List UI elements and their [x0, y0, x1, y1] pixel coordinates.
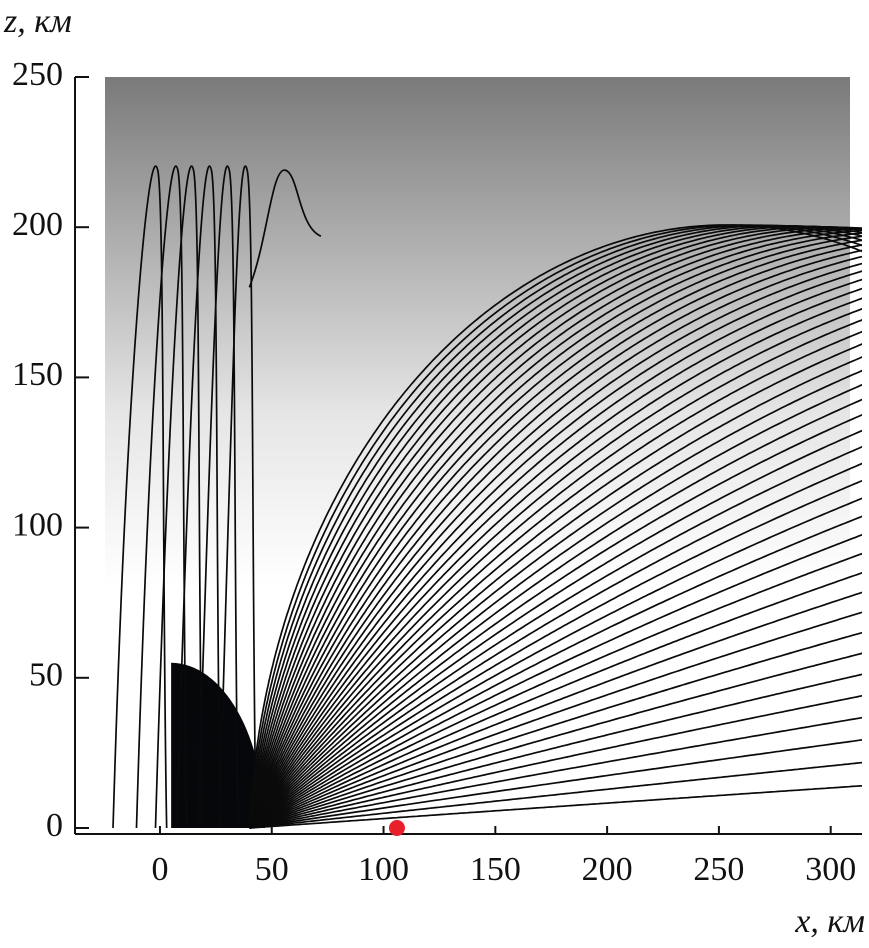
ray [248, 270, 862, 829]
ray [248, 249, 862, 829]
x-tick-label: 200 [582, 851, 633, 888]
ray [249, 716, 862, 829]
ray [249, 761, 862, 829]
ray [248, 232, 862, 829]
ray [249, 571, 862, 829]
ray [249, 673, 862, 829]
x-tick-label: 0 [151, 851, 168, 888]
ray [248, 244, 862, 829]
y-tick-label: 50 [29, 657, 63, 694]
source-zone [171, 662, 266, 828]
ray [248, 398, 862, 829]
y-tick-label: 150 [12, 356, 63, 393]
ray [248, 297, 862, 829]
ray [248, 445, 862, 829]
y-tick-label: 200 [12, 206, 63, 243]
rays [112, 165, 862, 829]
ray [248, 239, 862, 829]
axes: 0 50 100 150 200 250 300 0 50 100 150 200 250 [12, 56, 862, 888]
ray [249, 611, 862, 829]
ray [248, 383, 862, 829]
ray [248, 224, 862, 829]
ray [248, 462, 862, 829]
ray [154, 165, 204, 829]
ray [249, 652, 862, 829]
ray [248, 255, 862, 829]
ray [248, 287, 862, 829]
x-axis-label: x, км [794, 903, 865, 940]
ray [249, 784, 862, 829]
ray [248, 224, 862, 829]
ray [248, 497, 862, 829]
ray [248, 343, 862, 829]
ray [248, 225, 862, 829]
ray [248, 229, 862, 829]
ray [248, 307, 862, 829]
ray [197, 165, 240, 829]
ray [249, 739, 862, 829]
ray [248, 319, 862, 829]
ray [135, 165, 188, 829]
ray [248, 515, 862, 829]
ray [248, 225, 862, 829]
y-axis-label: z, км [3, 3, 72, 40]
ray [112, 165, 168, 829]
ray [248, 479, 862, 829]
ray [175, 165, 222, 829]
ray [248, 429, 862, 829]
ray [248, 228, 862, 829]
ray [248, 169, 322, 288]
x-tick-label: 300 [805, 851, 856, 888]
ray [248, 533, 862, 829]
ray [248, 227, 862, 829]
ray [248, 262, 862, 829]
ray [249, 631, 862, 829]
ray [248, 552, 862, 829]
ray [248, 369, 862, 829]
x-tick-label: 100 [358, 851, 409, 888]
ray [249, 694, 862, 829]
ray [249, 591, 862, 829]
source-marker [388, 819, 405, 836]
x-tick-label: 250 [693, 851, 744, 888]
x-tick-label: 50 [255, 851, 289, 888]
ray [248, 330, 862, 829]
ray [248, 226, 862, 829]
ray [248, 356, 862, 829]
x-tick-label: 150 [470, 851, 521, 888]
y-tick-label: 100 [12, 506, 63, 543]
ray [218, 165, 257, 829]
y-tick-label: 0 [46, 807, 63, 844]
ray [248, 413, 862, 829]
ray [248, 278, 862, 829]
y-tick-label: 250 [12, 56, 63, 93]
ray [248, 235, 862, 829]
